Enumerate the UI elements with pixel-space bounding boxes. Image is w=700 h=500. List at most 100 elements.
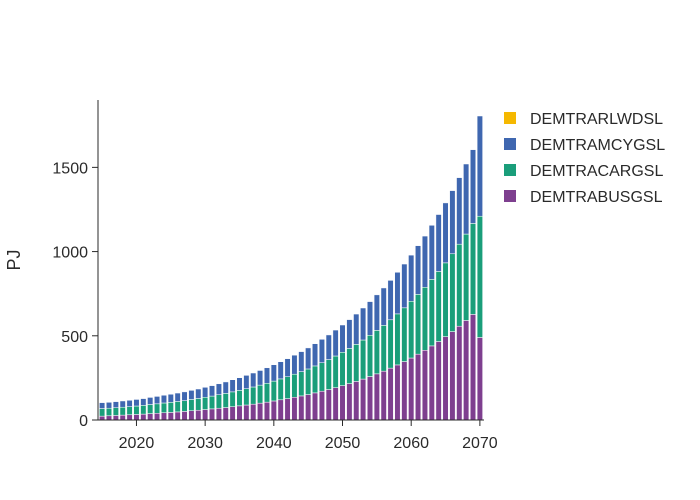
- legend-item-demtrarlwdsl[interactable]: DEMTRARLWDSL: [504, 111, 663, 128]
- bar-demtrabusgsl-2019[interactable]: [126, 414, 133, 421]
- bar-demtracargsl-2055[interactable]: [373, 330, 380, 375]
- bar-demtramcygsl-2070[interactable]: [476, 115, 483, 217]
- bar-demtramcygsl-2038[interactable]: [257, 370, 264, 386]
- bar-demtramcygsl-2069[interactable]: [470, 149, 477, 224]
- bar-demtrabusgsl-2063[interactable]: [428, 345, 435, 421]
- bar-demtramcygsl-2041[interactable]: [277, 361, 284, 380]
- bar-demtrabusgsl-2049[interactable]: [332, 387, 339, 421]
- bar-demtracargsl-2033[interactable]: [222, 393, 229, 408]
- bar-demtracargsl-2041[interactable]: [277, 378, 284, 401]
- bar-demtracargsl-2057[interactable]: [387, 319, 394, 369]
- bar-demtrabusgsl-2070[interactable]: [476, 337, 483, 421]
- bar-demtracargsl-2054[interactable]: [366, 335, 373, 377]
- bar-demtrabusgsl-2050[interactable]: [339, 385, 346, 421]
- bar-demtramcygsl-2021[interactable]: [140, 398, 147, 406]
- bar-demtrabusgsl-2026[interactable]: [174, 411, 181, 421]
- bar-demtracargsl-2044[interactable]: [298, 371, 305, 397]
- bar-demtracargsl-2017[interactable]: [112, 407, 119, 416]
- bar-demtramcygsl-2031[interactable]: [209, 385, 216, 397]
- legend-item-demtrabusgsl[interactable]: DEMTRABUSGSL: [504, 189, 663, 206]
- bar-demtrabusgsl-2034[interactable]: [229, 406, 236, 421]
- bar-demtramcygsl-2026[interactable]: [174, 392, 181, 402]
- bar-demtramcygsl-2066[interactable]: [449, 190, 456, 255]
- bar-demtracargsl-2062[interactable]: [421, 287, 428, 351]
- bar-demtracargsl-2047[interactable]: [318, 362, 325, 392]
- bar-demtracargsl-2024[interactable]: [160, 402, 167, 414]
- bar-demtrabusgsl-2062[interactable]: [421, 350, 428, 421]
- bar-demtramcygsl-2023[interactable]: [154, 396, 161, 405]
- bar-demtracargsl-2022[interactable]: [147, 404, 154, 414]
- bar-demtramcygsl-2042[interactable]: [284, 358, 291, 377]
- bar-demtrabusgsl-2048[interactable]: [325, 389, 332, 421]
- bar-demtracargsl-2049[interactable]: [332, 355, 339, 388]
- bar-demtracargsl-2056[interactable]: [380, 325, 387, 372]
- bar-demtracargsl-2016[interactable]: [105, 407, 112, 417]
- bar-demtracargsl-2060[interactable]: [408, 301, 415, 359]
- bar-demtrabusgsl-2018[interactable]: [119, 414, 126, 421]
- bar-demtracargsl-2066[interactable]: [449, 253, 456, 332]
- bar-demtrabusgsl-2036[interactable]: [243, 404, 250, 421]
- bar-demtrabusgsl-2052[interactable]: [353, 381, 360, 421]
- bar-demtramcygsl-2048[interactable]: [325, 334, 332, 360]
- bar-demtramcygsl-2047[interactable]: [318, 339, 325, 363]
- bar-demtramcygsl-2044[interactable]: [298, 351, 305, 372]
- bar-demtracargsl-2046[interactable]: [312, 365, 319, 394]
- bar-demtramcygsl-2049[interactable]: [332, 329, 339, 357]
- bar-demtrabusgsl-2046[interactable]: [312, 392, 319, 421]
- bar-demtrabusgsl-2038[interactable]: [257, 402, 264, 421]
- bar-demtracargsl-2038[interactable]: [257, 384, 264, 404]
- bar-demtracargsl-2059[interactable]: [401, 307, 408, 362]
- bar-demtramcygsl-2035[interactable]: [236, 377, 243, 391]
- bar-demtrabusgsl-2053[interactable]: [360, 378, 367, 421]
- bar-demtracargsl-2029[interactable]: [195, 398, 202, 411]
- bar-demtramcygsl-2064[interactable]: [435, 214, 442, 272]
- bar-demtracargsl-2021[interactable]: [140, 405, 147, 415]
- bar-demtracargsl-2040[interactable]: [270, 380, 277, 402]
- bar-demtrabusgsl-2031[interactable]: [209, 408, 216, 421]
- bar-demtramcygsl-2065[interactable]: [442, 202, 449, 264]
- bar-demtrabusgsl-2068[interactable]: [463, 320, 470, 421]
- bar-demtramcygsl-2046[interactable]: [312, 343, 319, 367]
- bar-demtrabusgsl-2056[interactable]: [380, 370, 387, 421]
- bar-demtramcygsl-2040[interactable]: [270, 364, 277, 382]
- bar-demtramcygsl-2062[interactable]: [421, 235, 428, 288]
- bar-demtramcygsl-2055[interactable]: [373, 294, 380, 331]
- bar-demtracargsl-2048[interactable]: [325, 359, 332, 390]
- bar-demtracargsl-2023[interactable]: [154, 403, 161, 414]
- bar-demtramcygsl-2063[interactable]: [428, 225, 435, 280]
- bar-demtracargsl-2065[interactable]: [442, 262, 449, 337]
- bar-demtramcygsl-2016[interactable]: [105, 402, 112, 409]
- bar-demtracargsl-2018[interactable]: [119, 406, 126, 416]
- legend-item-demtracargsl[interactable]: DEMTRACARGSL: [504, 163, 663, 180]
- bar-demtrabusgsl-2035[interactable]: [236, 405, 243, 421]
- bar-demtramcygsl-2043[interactable]: [291, 354, 298, 375]
- bar-demtramcygsl-2045[interactable]: [305, 347, 312, 370]
- bar-demtrabusgsl-2025[interactable]: [167, 412, 174, 421]
- bar-demtramcygsl-2036[interactable]: [243, 375, 250, 389]
- bar-demtrabusgsl-2055[interactable]: [373, 373, 380, 421]
- bar-demtracargsl-2032[interactable]: [215, 394, 222, 409]
- bar-demtramcygsl-2019[interactable]: [126, 400, 133, 407]
- bar-demtrabusgsl-2023[interactable]: [154, 413, 161, 421]
- bar-demtrabusgsl-2032[interactable]: [215, 407, 222, 421]
- bar-demtracargsl-2052[interactable]: [353, 344, 360, 382]
- bar-demtramcygsl-2025[interactable]: [167, 393, 174, 403]
- bar-demtracargsl-2058[interactable]: [394, 313, 401, 366]
- bar-demtramcygsl-2034[interactable]: [229, 379, 236, 393]
- bar-demtracargsl-2064[interactable]: [435, 271, 442, 342]
- bar-demtracargsl-2070[interactable]: [476, 215, 483, 338]
- bar-demtracargsl-2019[interactable]: [126, 406, 133, 416]
- bar-demtramcygsl-2018[interactable]: [119, 400, 126, 408]
- bar-demtramcygsl-2039[interactable]: [263, 367, 270, 384]
- bar-demtramcygsl-2020[interactable]: [133, 399, 140, 407]
- legend[interactable]: DEMTRARLWDSL DEMTRAMCYGSL DEMTRACARGSL DEMT…: [504, 111, 665, 206]
- bar-demtramcygsl-2050[interactable]: [339, 324, 346, 353]
- bar-demtramcygsl-2056[interactable]: [380, 287, 387, 326]
- bar-demtracargsl-2027[interactable]: [181, 400, 188, 412]
- bar-demtrabusgsl-2044[interactable]: [298, 395, 305, 421]
- bar-demtracargsl-2035[interactable]: [236, 390, 243, 407]
- bar-demtrabusgsl-2024[interactable]: [160, 412, 167, 421]
- bar-demtramcygsl-2028[interactable]: [188, 390, 195, 400]
- bar-demtracargsl-2067[interactable]: [456, 243, 463, 327]
- bar-demtramcygsl-2059[interactable]: [401, 263, 408, 309]
